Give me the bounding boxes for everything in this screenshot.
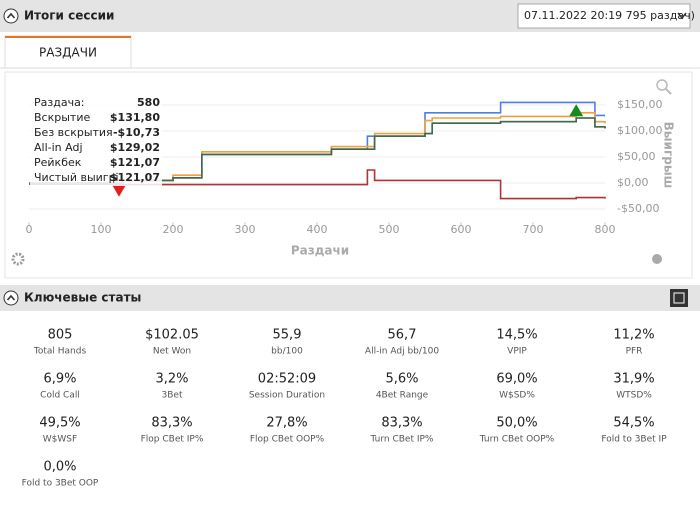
stat-label: bb/100: [271, 347, 303, 357]
select-arrow: [677, 12, 687, 20]
stat-label: Fold to 3Bet OOP: [22, 479, 99, 489]
collapse-arrow: [6, 294, 16, 301]
stat-label: W$SD%: [499, 391, 535, 401]
stat-label: Flop CBet IP%: [141, 435, 204, 445]
x-tick-label: 200: [163, 223, 184, 236]
stat-label: Cold Call: [40, 391, 80, 401]
y-tick-label: $100,00: [617, 124, 663, 137]
stat-label: Flop CBet OOP%: [250, 435, 325, 445]
tooltip-value: $131,80: [110, 111, 160, 124]
tooltip-value: 580: [137, 96, 160, 109]
stat-label: All-in Adj bb/100: [365, 347, 439, 357]
x-tick-label: 800: [595, 223, 616, 236]
stat-label: WTSD%: [616, 391, 652, 401]
x-tick-label: 500: [379, 223, 400, 236]
x-tick-label: 600: [451, 223, 472, 236]
x-tick-label: 100: [91, 223, 112, 236]
tooltip-label: Чистый выигрі: [34, 171, 119, 184]
stats-bar: [0, 285, 700, 311]
chart: -$50,00 $0,00 $50,00 $100,00 $150,00 0 100 200 3…: [26, 94, 676, 258]
x-tick-label: 400: [307, 223, 328, 236]
y-tick-label: $150,00: [617, 98, 663, 111]
stat-value: 3,2%: [155, 372, 188, 387]
stat-value: 5,6%: [385, 372, 418, 387]
stat-label: Net Won: [153, 347, 191, 357]
x-axis-title: Раздачи: [291, 244, 349, 258]
stat-label: Session Duration: [249, 391, 325, 401]
settings-icon[interactable]: [11, 252, 25, 266]
stat-label: Total Hands: [33, 347, 87, 357]
stat-label: Turn CBet IP%: [370, 435, 434, 445]
stat-label: PFR: [626, 347, 643, 357]
tooltip-label: Вскрытие: [34, 111, 90, 124]
zoom-icon[interactable]: [656, 79, 668, 91]
extreme-marker: [112, 184, 126, 197]
stat-value: 83,3%: [151, 416, 192, 431]
tooltip-box: [30, 94, 162, 186]
tooltip-value: $121,07: [110, 156, 160, 169]
tooltip-value: $129,02: [110, 141, 160, 154]
stat-label: 4Bet Range: [376, 391, 429, 401]
stat-label: 3Bet: [162, 391, 183, 401]
stat-value: 49,5%: [39, 416, 80, 431]
tooltip-label: Без вскрытия: [34, 126, 113, 139]
collapse-icon[interactable]: [3, 290, 19, 306]
tooltip-value: $121,07: [110, 171, 160, 184]
stat-value: 0,0%: [43, 460, 76, 475]
stat-value: 56,7: [388, 328, 417, 343]
session-text: 07.11.2022 20:19 795 раздач): [524, 9, 695, 22]
stat-value: 50,0%: [496, 416, 537, 431]
stat-value: 55,9: [273, 328, 302, 343]
series-line: [29, 117, 606, 185]
stat-label: Turn CBet OOP%: [479, 435, 555, 445]
stats-title: Ключевые статы: [24, 291, 141, 305]
y-tick-label: $50,00: [617, 150, 656, 163]
y-tick-label: -$50,00: [617, 202, 659, 215]
extreme-marker: [569, 104, 584, 117]
stat-label: Fold to 3Bet IP: [601, 435, 667, 445]
collapse-icon[interactable]: [3, 8, 19, 24]
tooltip-label: Рейкбек: [34, 156, 82, 169]
y-axis-title: Выигрыш: [662, 122, 676, 189]
collapse-arrow: [6, 12, 16, 19]
stat-label: VPIP: [507, 347, 527, 357]
tooltip-value: -$10,73: [113, 126, 160, 139]
y-tick-label: $0,00: [617, 176, 649, 189]
zoom-handle: [665, 88, 672, 95]
stat-value: 805: [48, 328, 73, 343]
stat-value: 31,9%: [613, 372, 654, 387]
stat-value: 14,5%: [496, 328, 537, 343]
stat-label: W$WSF: [43, 435, 77, 445]
info-icon[interactable]: [652, 254, 662, 264]
stat-value: 54,5%: [613, 416, 654, 431]
stat-value: 27,8%: [266, 416, 307, 431]
stat-value: 83,3%: [381, 416, 422, 431]
x-tick-label: 700: [523, 223, 544, 236]
stat-value: 6,9%: [43, 372, 76, 387]
tooltip-label: Раздача:: [34, 96, 85, 109]
stat-value: 69,0%: [496, 372, 537, 387]
tooltip-label: All-in Adj: [34, 141, 83, 154]
tab-label: РАЗДАЧИ: [39, 46, 97, 60]
x-tick-label: 0: [26, 223, 33, 236]
stat-value: 02:52:09: [258, 372, 316, 387]
header-title: Итоги сессии: [24, 9, 114, 23]
layout-button[interactable]: [670, 289, 688, 307]
stat-value: $102.05: [145, 328, 199, 343]
x-tick-label: 300: [235, 223, 256, 236]
tab-accent: [5, 36, 131, 38]
tab[interactable]: [4, 35, 132, 69]
stat-value: 11,2%: [613, 328, 654, 343]
stats-grid: 805 Total Hands $102.05 Net Won 55,9 bb/100 56…: [22, 328, 668, 489]
session-select[interactable]: [517, 3, 691, 29]
layout-glyph: [673, 292, 685, 304]
